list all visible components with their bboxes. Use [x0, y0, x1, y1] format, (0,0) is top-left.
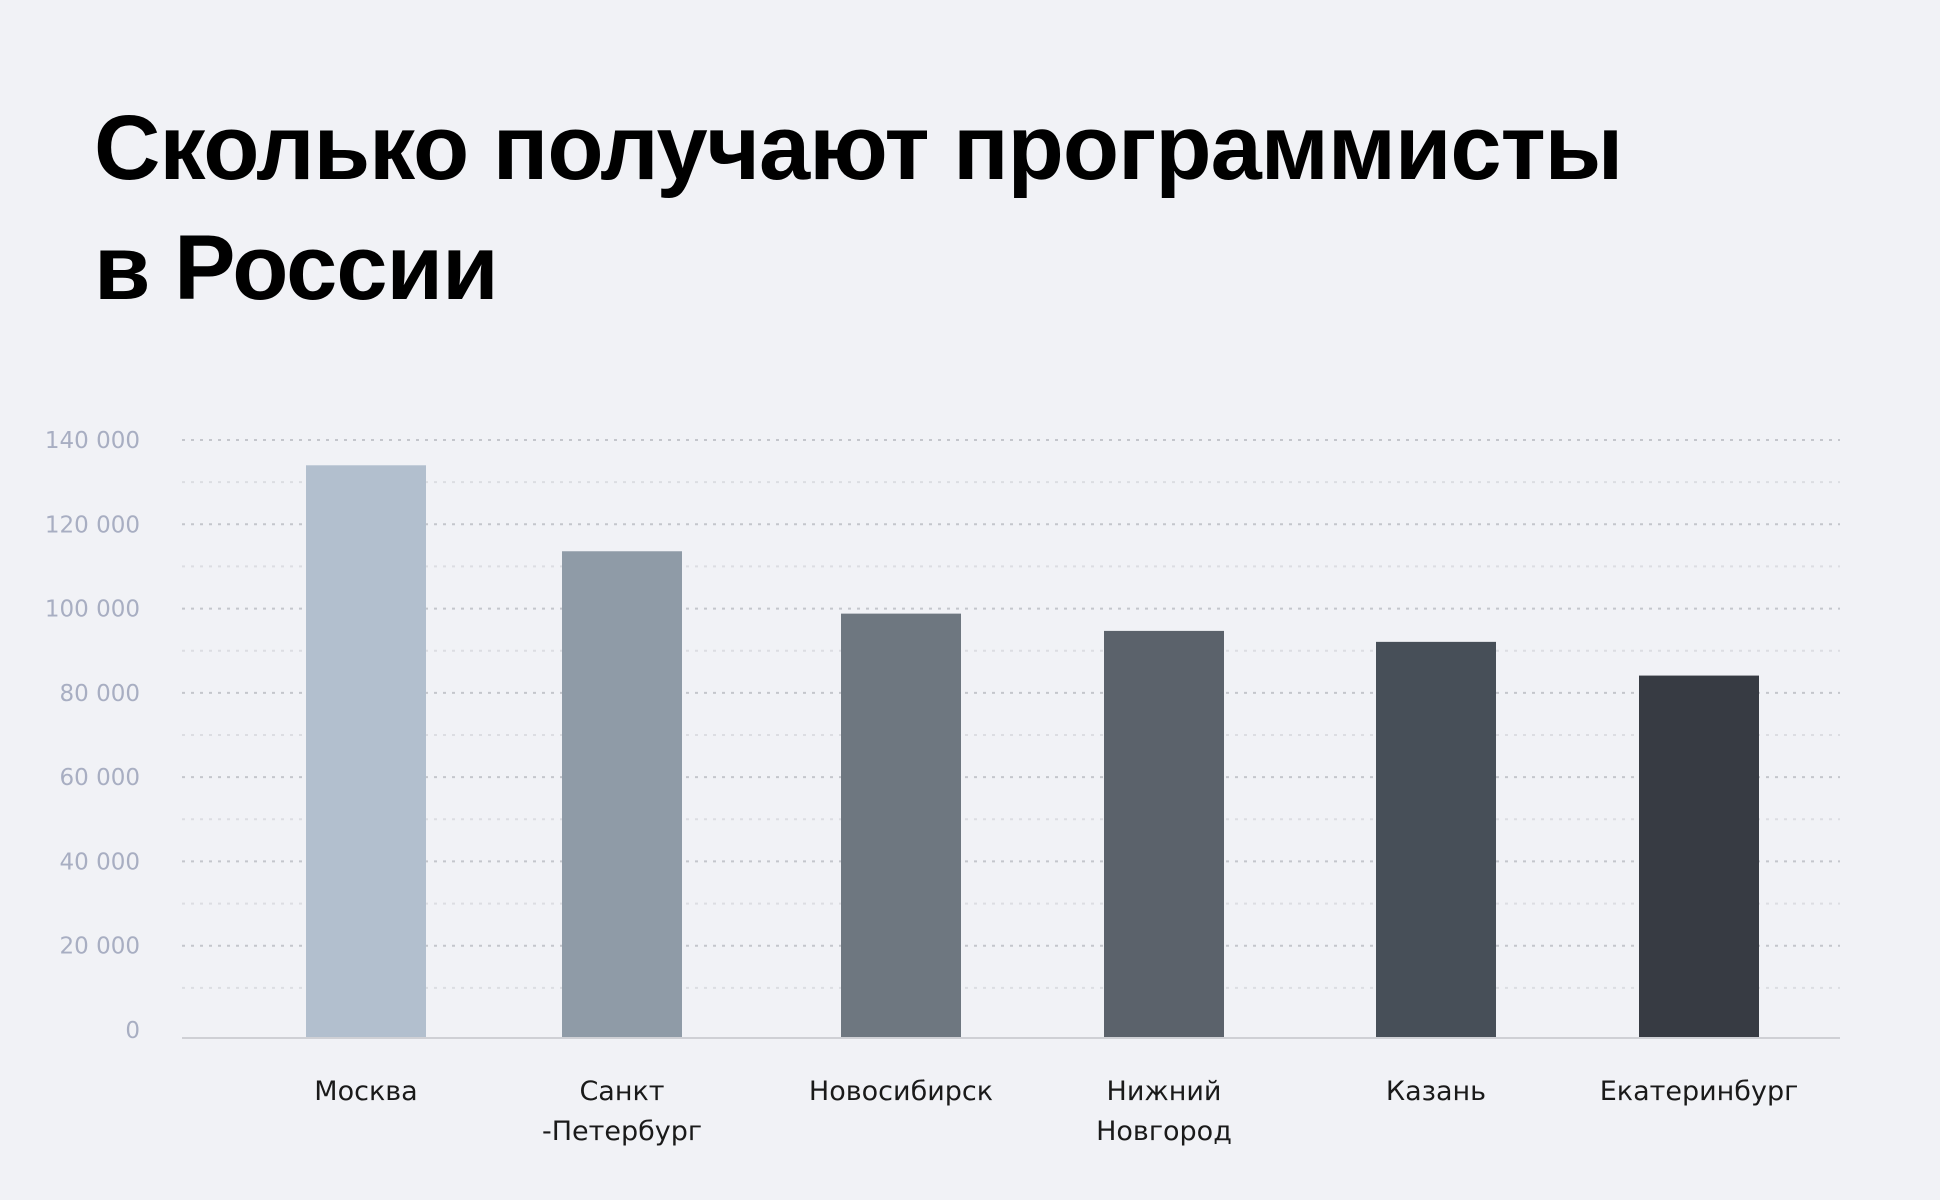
x-tick-label: -Петербург: [542, 1116, 702, 1147]
x-tick-label: Нижний: [1107, 1076, 1222, 1107]
bar: [1104, 630, 1224, 1038]
y-tick-label: 40 000: [60, 849, 140, 875]
y-tick-label: 120 000: [45, 512, 140, 538]
chart-title: Сколько получают программисты в России: [94, 88, 1623, 328]
y-tick-label: 0: [125, 1018, 140, 1044]
y-tick-label: 80 000: [60, 681, 140, 707]
bar: [841, 613, 961, 1038]
x-tick-label: Новгород: [1096, 1116, 1232, 1147]
x-tick-label: Санкт: [579, 1076, 664, 1107]
bar: [1639, 675, 1759, 1038]
y-tick-label: 100 000: [45, 597, 140, 623]
y-tick-label: 60 000: [60, 765, 140, 791]
y-tick-label: 140 000: [45, 428, 140, 454]
x-tick-label: Казань: [1386, 1076, 1486, 1107]
bar: [1376, 641, 1496, 1038]
bar: [306, 465, 426, 1038]
chart-title-line-2: в России: [94, 217, 499, 319]
x-tick-label: Москва: [314, 1076, 417, 1107]
y-tick-label: 20 000: [60, 934, 140, 960]
x-tick-label: Новосибирск: [809, 1076, 993, 1107]
bar: [562, 551, 682, 1038]
chart-title-line-1: Сколько получают программисты: [94, 97, 1623, 199]
x-tick-label: Екатеринбург: [1600, 1076, 1799, 1107]
